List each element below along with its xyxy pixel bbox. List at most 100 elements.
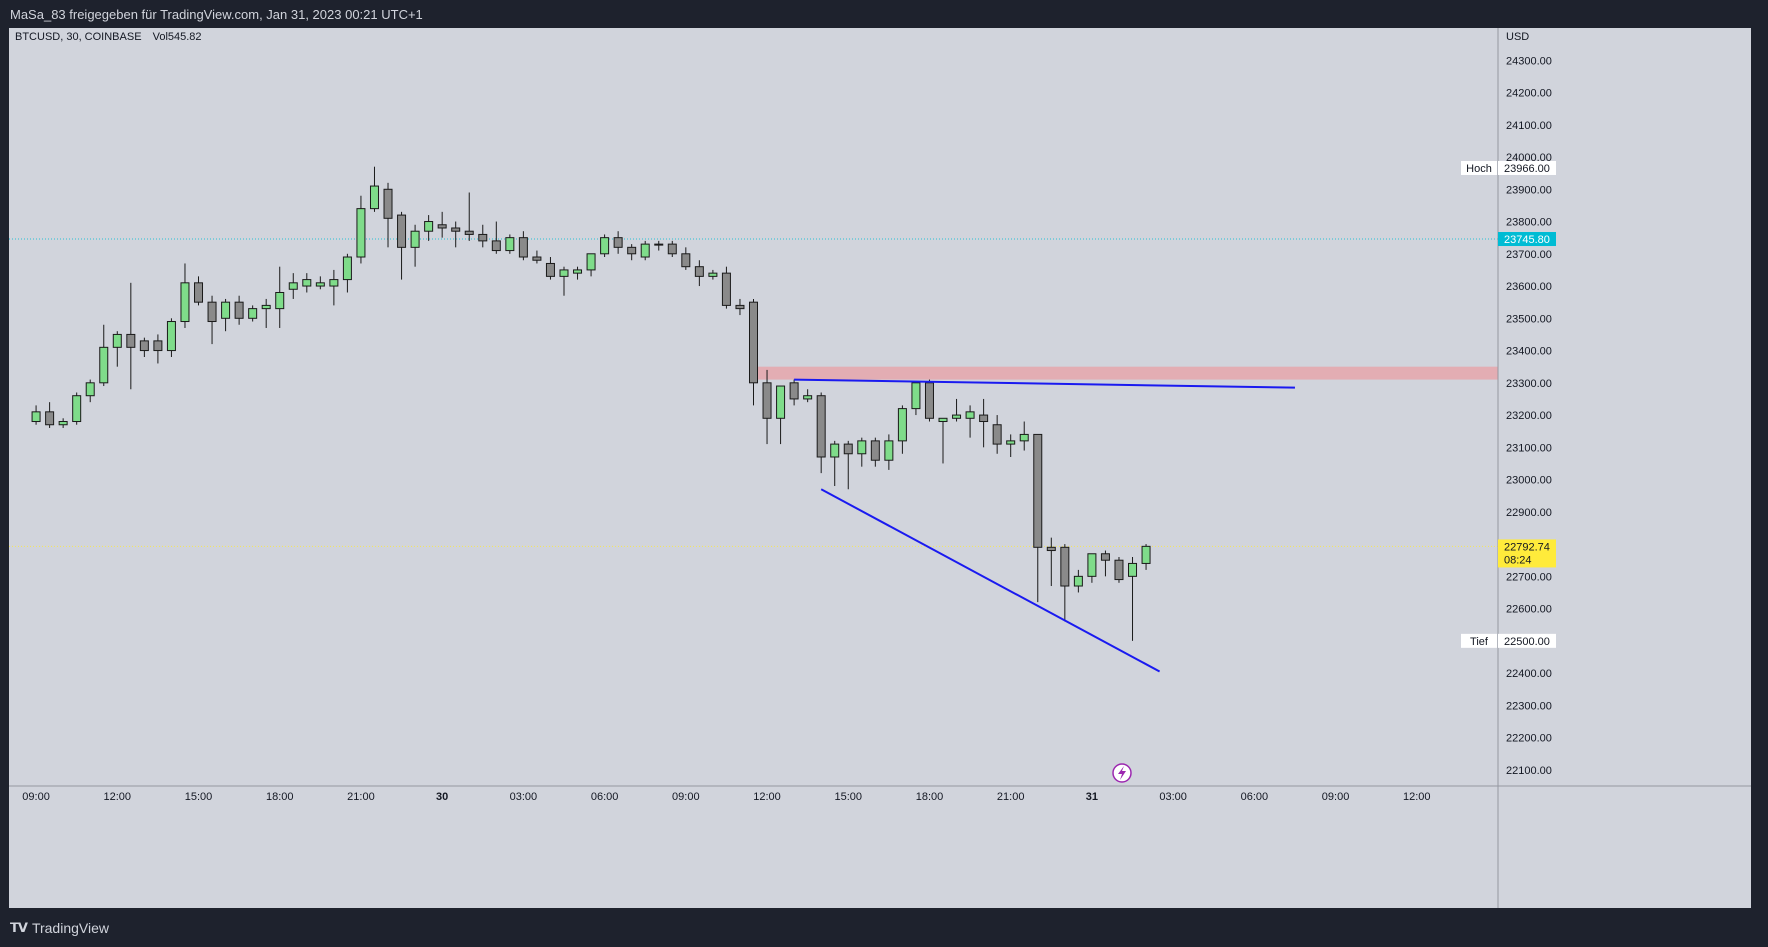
price-tick-label: 23600.00	[1506, 281, 1552, 293]
candle-body	[762, 382, 772, 419]
price-tick-label: 23400.00	[1506, 346, 1552, 358]
candle-body	[627, 246, 637, 255]
candle	[897, 405, 907, 454]
candle	[1141, 544, 1151, 570]
candle-body	[938, 417, 948, 423]
candle-body	[1019, 433, 1029, 442]
candle-body	[451, 227, 461, 232]
candle-body	[261, 304, 271, 310]
candle-body	[613, 237, 623, 248]
candle-body	[166, 321, 176, 352]
candle	[870, 437, 880, 467]
candle	[505, 234, 515, 254]
candle	[1033, 433, 1043, 603]
time-axis[interactable]: 09:00 12:00 15:00 18:00 21:00 30 03:00 06:00 09:…	[22, 791, 1430, 803]
candle	[559, 266, 569, 296]
price-tick-label: 22100.00	[1506, 765, 1552, 777]
candle-body	[1006, 440, 1016, 445]
candle	[1087, 553, 1097, 583]
candle	[342, 253, 352, 293]
candle-body	[721, 272, 731, 306]
candle-body	[58, 421, 68, 426]
candle-body	[478, 233, 488, 242]
candle	[667, 240, 677, 258]
candle	[288, 273, 298, 299]
candle-body	[45, 411, 55, 426]
candle	[99, 324, 109, 387]
candle	[478, 224, 488, 248]
candle-body	[586, 253, 596, 271]
symbol-legend: BTCUSD, 30, COINBASE Vol545.82	[15, 31, 202, 43]
candle	[830, 440, 840, 487]
candle	[261, 298, 271, 328]
candle-body	[275, 291, 285, 310]
price-level-tag	[1461, 160, 1497, 175]
price-tick-label: 24100.00	[1506, 120, 1552, 132]
currency-label: USD	[1506, 31, 1529, 43]
candle-body	[776, 385, 786, 419]
candle-body	[789, 382, 799, 400]
candle	[1019, 421, 1029, 451]
candlestick-chart[interactable]: USD 24300.0024200.0024100.0024000.002390…	[9, 28, 1751, 908]
candle	[884, 434, 894, 470]
candle-body	[464, 230, 474, 235]
candle	[315, 276, 325, 290]
candle	[424, 215, 434, 241]
candle	[762, 369, 772, 445]
candle-body	[735, 304, 745, 310]
candle-body	[1141, 545, 1151, 564]
candle-body	[424, 221, 434, 232]
symbol-label: BTCUSD, 30, COINBASE	[15, 31, 142, 43]
time-tick-label: 06:00	[591, 791, 619, 803]
candle	[965, 405, 975, 438]
volume-label: Vol545.82	[153, 31, 202, 43]
candle	[126, 282, 136, 390]
candle-body	[965, 411, 975, 419]
candle-body	[234, 301, 244, 319]
time-tick-label: 31	[1086, 791, 1098, 803]
candle	[789, 379, 799, 406]
candle	[491, 221, 501, 254]
candle	[938, 417, 948, 464]
footer-bar: 𝗧𝗩 TradingView	[0, 908, 1768, 947]
candle	[166, 318, 176, 358]
price-level-value: 22500.00	[1504, 636, 1550, 648]
lightning-icon[interactable]	[1112, 763, 1132, 783]
price-tick-label: 22300.00	[1506, 700, 1552, 712]
tradingview-brand[interactable]: 𝗧𝗩 TradingView	[10, 920, 109, 936]
candle-body	[843, 443, 853, 455]
price-axis[interactable]: USD 24300.0024200.0024100.0024000.002390…	[1506, 31, 1552, 777]
candle	[139, 337, 149, 358]
candle-body	[180, 282, 190, 323]
candle-body	[803, 395, 813, 400]
price-level-badge	[1498, 633, 1556, 648]
candle-body	[924, 382, 934, 419]
trendlines-layer[interactable]	[794, 378, 1295, 673]
candle	[573, 266, 583, 280]
chart-frame[interactable]: USD 24300.00 24200.00 24100.00 24000.00 2390…	[9, 28, 1751, 908]
candle-body	[600, 237, 610, 255]
candle-body	[112, 333, 122, 348]
candle-body	[640, 243, 650, 258]
price-tick-label: 22400.00	[1506, 668, 1552, 680]
price-tick-label: 23800.00	[1506, 217, 1552, 229]
price-tick-label: 23300.00	[1506, 378, 1552, 390]
candle	[924, 379, 934, 422]
candle	[221, 298, 231, 332]
candle	[464, 192, 474, 241]
time-tick-label: 09:00	[672, 791, 700, 803]
candle-body	[1060, 546, 1070, 587]
candle	[275, 266, 285, 328]
candle	[302, 273, 312, 293]
share-text: MaSa_83 freigegeben für TradingView.com,…	[10, 7, 423, 22]
candle-body	[667, 243, 677, 255]
candle-body	[884, 440, 894, 461]
candle-body	[559, 269, 569, 277]
candle	[31, 405, 41, 425]
candle	[586, 253, 596, 277]
candle	[721, 266, 731, 309]
candle-body	[1128, 562, 1138, 577]
candle	[369, 166, 379, 212]
candle	[1100, 550, 1110, 577]
candle	[654, 240, 664, 251]
